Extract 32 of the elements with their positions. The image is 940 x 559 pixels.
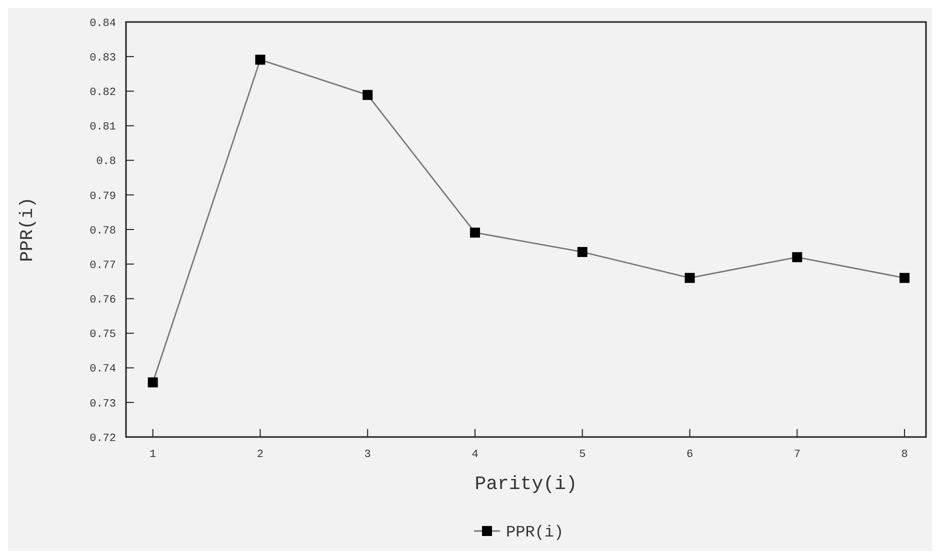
- y-tick-label: 0.8: [96, 156, 116, 168]
- x-tick-label: 7: [794, 449, 800, 461]
- y-tick-label: 0.84: [90, 18, 116, 30]
- y-tick-label: 0.83: [90, 52, 116, 64]
- point: [792, 252, 802, 262]
- y-tick-label: 0.75: [90, 329, 116, 342]
- y-tick-label: 0.74: [90, 364, 116, 376]
- point: [148, 377, 158, 388]
- y-tick-label: 0.79: [90, 190, 116, 203]
- y-tick-label: 0.81: [90, 122, 116, 134]
- x-tick-label: 5: [579, 449, 586, 461]
- y-tick-label: 0.76: [90, 294, 116, 307]
- x-tick-label: 1: [150, 449, 157, 461]
- x-axis-title: Parity(i): [474, 473, 578, 495]
- y-tick-label: 0.78: [90, 225, 116, 238]
- point: [577, 246, 588, 257]
- point: [255, 54, 266, 65]
- y-tick-label: 0.73: [90, 398, 116, 410]
- legend-label: PPR(i): [506, 524, 564, 542]
- point: [900, 272, 910, 283]
- point: [684, 272, 695, 283]
- x-tick-label: 6: [686, 449, 694, 461]
- point: [470, 228, 480, 238]
- y-tick-label: 0.82: [90, 87, 116, 100]
- y-tick-label: 0.72: [90, 432, 116, 445]
- y-axis-title: PPR(i): [18, 197, 38, 262]
- x-tick-label: 2: [256, 449, 264, 461]
- x-tick-label: 8: [901, 449, 908, 461]
- point: [362, 90, 373, 100]
- y-tick-label: 0.77: [90, 260, 116, 272]
- x-tick-label: 3: [364, 449, 371, 461]
- x-tick-label: 4: [472, 449, 479, 461]
